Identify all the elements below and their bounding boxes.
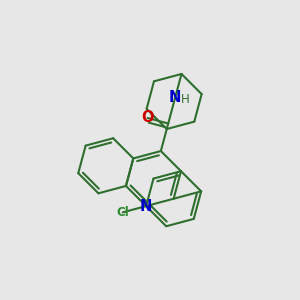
Text: N: N: [169, 90, 182, 105]
Text: Cl: Cl: [116, 206, 129, 219]
Text: O: O: [141, 110, 154, 125]
Text: H: H: [181, 93, 189, 106]
Text: N: N: [140, 199, 152, 214]
